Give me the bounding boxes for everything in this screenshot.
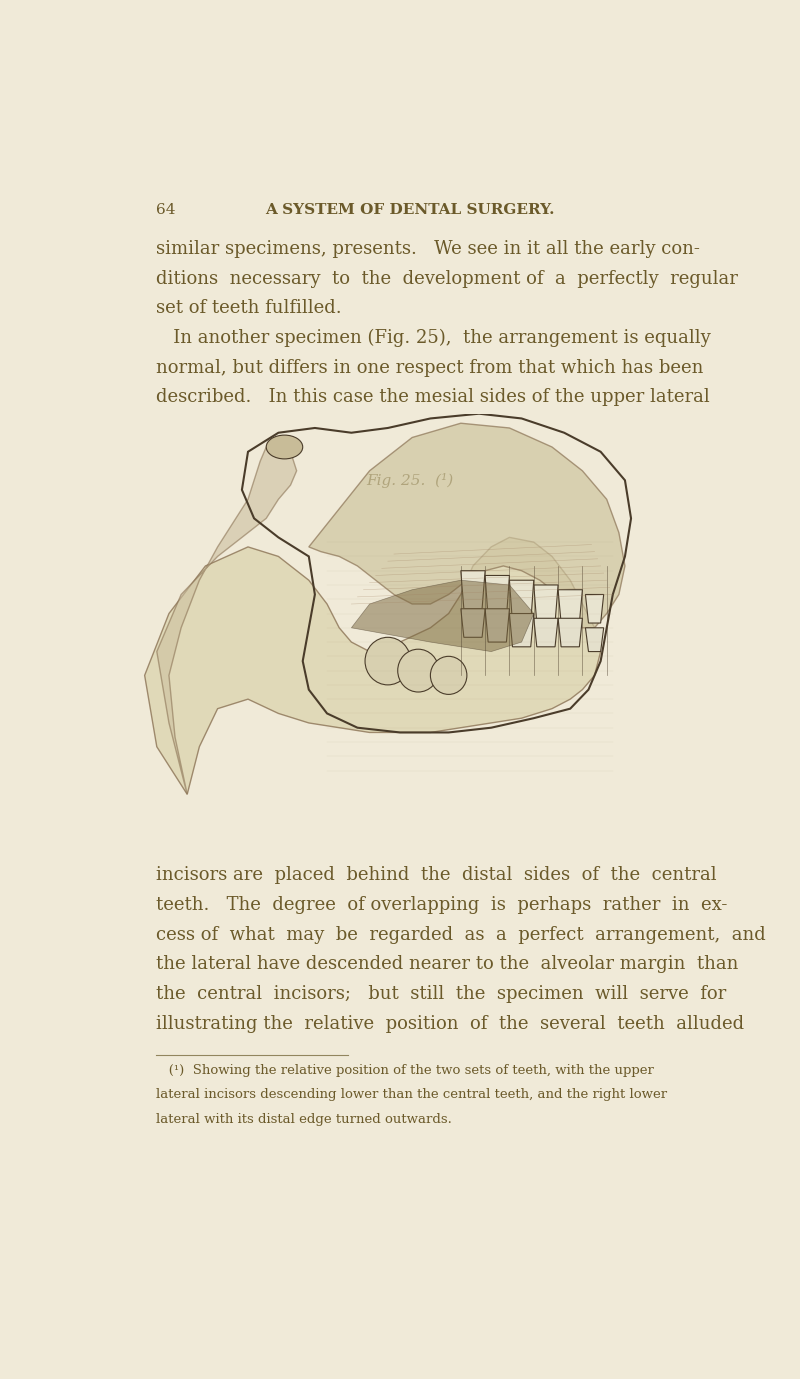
Ellipse shape (430, 656, 467, 695)
Text: the lateral have descended nearer to the  alveolar margin  than: the lateral have descended nearer to the… (156, 956, 738, 974)
Polygon shape (309, 423, 625, 627)
Text: normal, but differs in one respect from that which has been: normal, but differs in one respect from … (156, 359, 703, 376)
Text: lateral incisors descending lower than the central teeth, and the right lower: lateral incisors descending lower than t… (156, 1088, 667, 1102)
Polygon shape (510, 614, 534, 647)
Text: set of teeth fulfilled.: set of teeth fulfilled. (156, 299, 342, 317)
Text: In another specimen (Fig. 25),  the arrangement is equally: In another specimen (Fig. 25), the arran… (156, 330, 710, 348)
Text: (¹)  Showing the relative position of the two sets of teeth, with the upper: (¹) Showing the relative position of the… (156, 1063, 654, 1077)
Ellipse shape (365, 637, 410, 685)
Text: incisors are  placed  behind  the  distal  sides  of  the  central: incisors are placed behind the distal si… (156, 866, 717, 884)
Text: illustrating the  relative  position  of  the  several  teeth  alluded: illustrating the relative position of th… (156, 1015, 744, 1033)
Polygon shape (157, 443, 297, 794)
Text: ditions  necessary  to  the  development of  a  perfectly  regular: ditions necessary to the development of … (156, 269, 738, 288)
Polygon shape (461, 571, 485, 608)
Text: lateral with its distal edge turned outwards.: lateral with its distal edge turned outw… (156, 1113, 452, 1125)
Polygon shape (351, 581, 534, 652)
Polygon shape (558, 618, 582, 647)
Ellipse shape (398, 650, 438, 692)
Polygon shape (558, 590, 582, 623)
Text: similar specimens, presents.   We see in it all the early con-: similar specimens, presents. We see in i… (156, 240, 700, 258)
Polygon shape (461, 608, 485, 637)
Text: the  central  incisors;   but  still  the  specimen  will  serve  for: the central incisors; but still the spec… (156, 985, 726, 1003)
Text: Fig. 25.  (¹): Fig. 25. (¹) (366, 473, 454, 488)
Polygon shape (586, 627, 604, 652)
Text: described.   In this case the mesial sides of the upper lateral: described. In this case the mesial sides… (156, 389, 710, 407)
Text: teeth.   The  degree  of overlapping  is  perhaps  rather  in  ex-: teeth. The degree of overlapping is perh… (156, 896, 727, 914)
Polygon shape (145, 538, 601, 794)
Polygon shape (510, 581, 534, 623)
Text: 64: 64 (156, 203, 175, 217)
Polygon shape (534, 618, 558, 647)
Polygon shape (534, 585, 558, 623)
Polygon shape (485, 608, 510, 643)
Polygon shape (485, 575, 510, 618)
Text: A SYSTEM OF DENTAL SURGERY.: A SYSTEM OF DENTAL SURGERY. (266, 203, 554, 217)
Ellipse shape (266, 436, 302, 459)
Polygon shape (586, 594, 604, 623)
Text: cess of  what  may  be  regarded  as  a  perfect  arrangement,  and: cess of what may be regarded as a perfec… (156, 925, 766, 943)
